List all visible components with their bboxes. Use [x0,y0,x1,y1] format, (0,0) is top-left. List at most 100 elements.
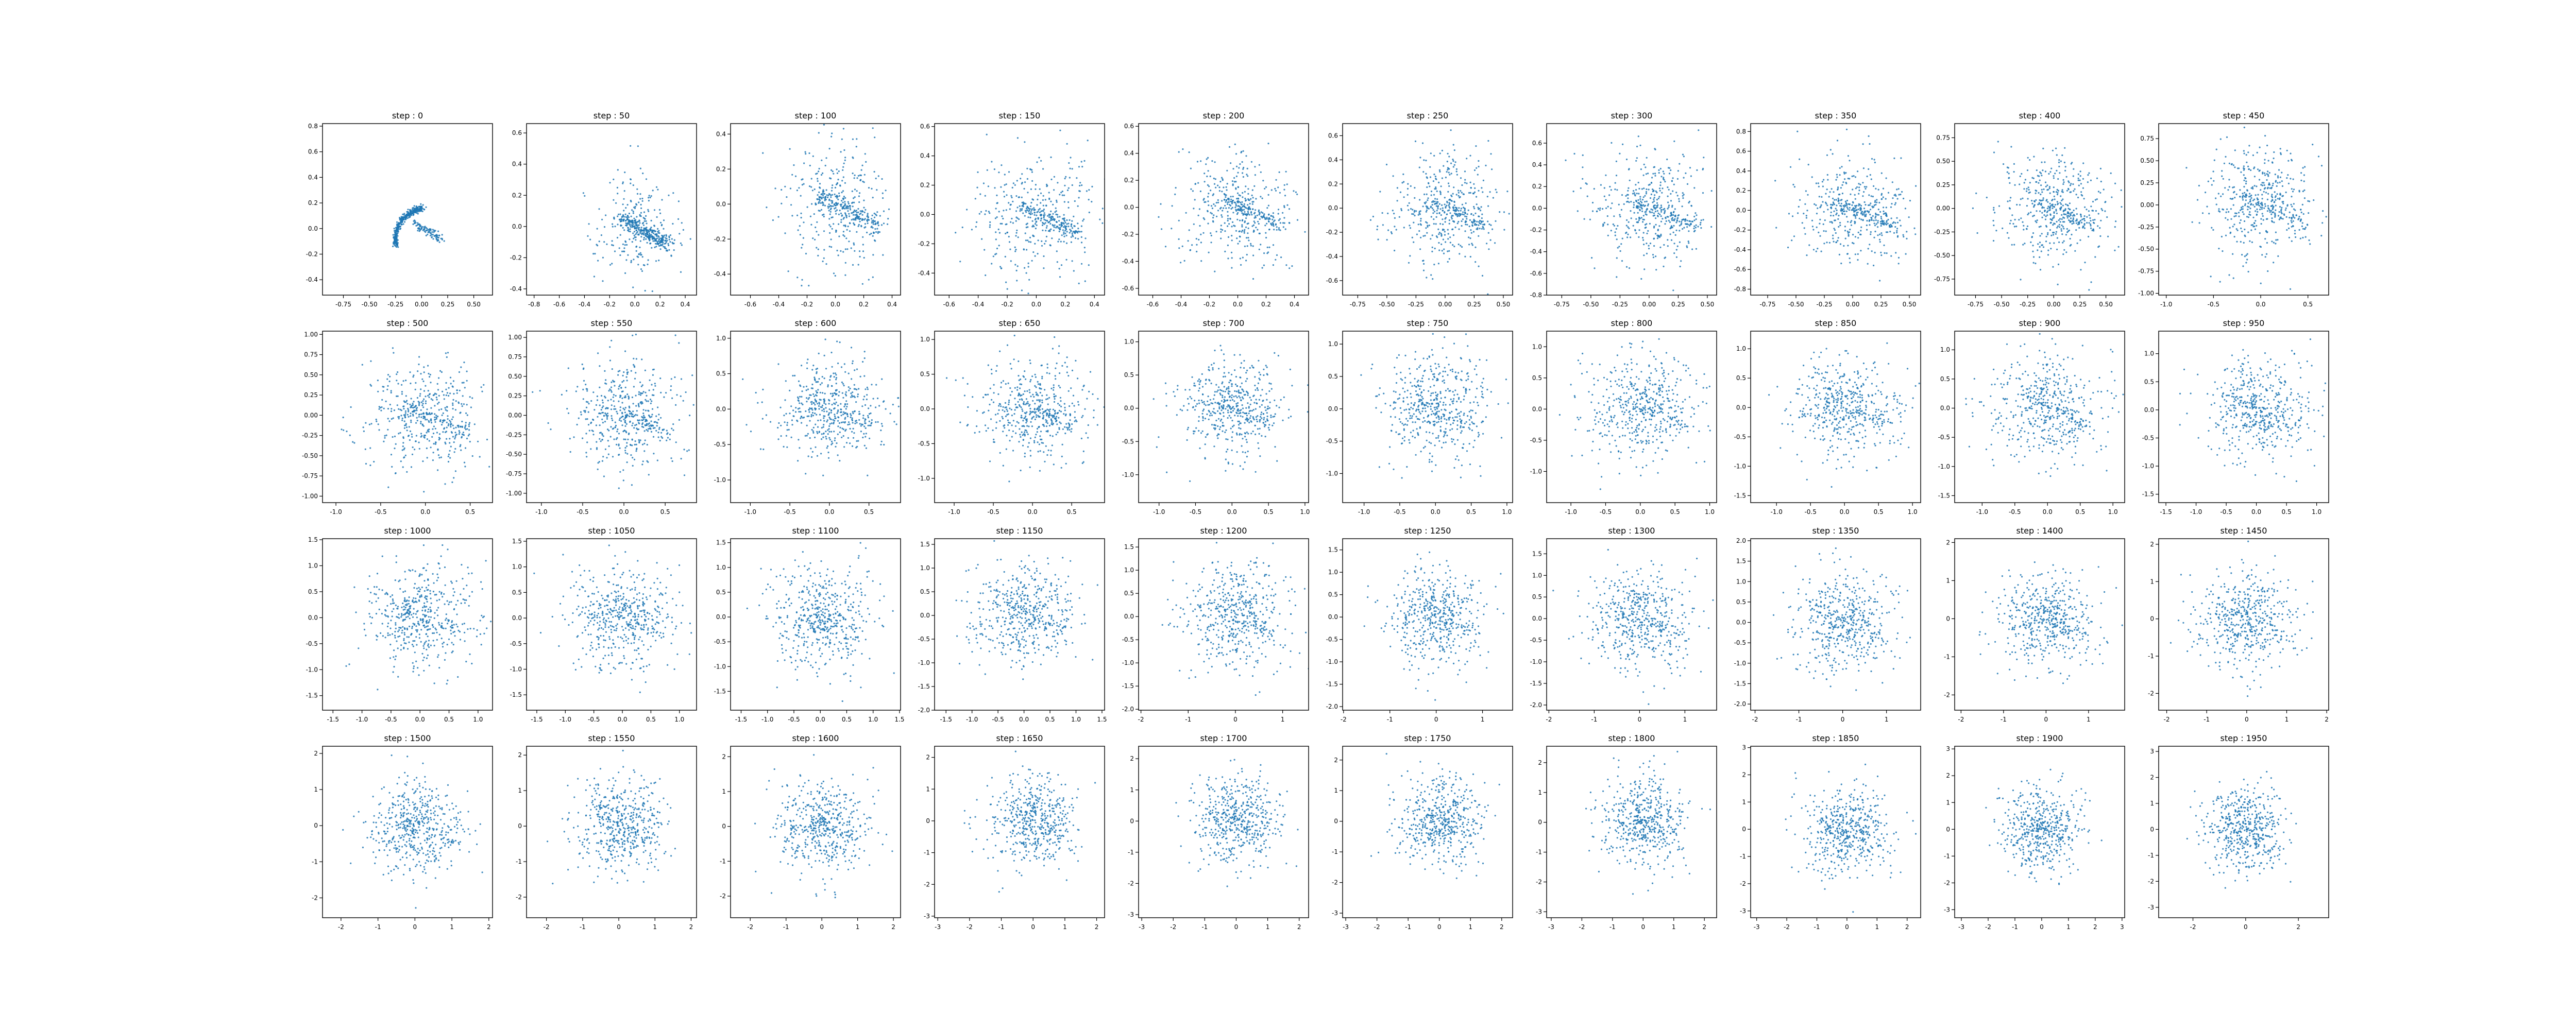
data-point [1052,213,1054,215]
data-point [808,285,810,287]
data-point [2052,224,2054,226]
data-point [623,247,625,249]
data-point [1646,200,1648,202]
data-point [1658,196,1660,198]
data-point [1668,204,1670,207]
data-point [1452,234,1454,236]
data-point [791,174,793,176]
data-point [1654,208,1656,210]
data-point [1273,216,1275,218]
y-tick-label: 0.0 [716,200,726,208]
data-point [859,220,861,222]
data-point [1668,173,1671,175]
data-point [1208,251,1210,253]
data-point [1600,184,1602,186]
data-point [875,213,877,215]
data-point [1470,232,1472,234]
data-point [1682,153,1684,156]
data-point [1673,252,1675,254]
data-point [1254,166,1256,168]
data-point [1048,216,1050,218]
data-point [1260,244,1262,246]
data-point [822,189,824,191]
data-point [1061,194,1063,196]
data-point [2285,216,2287,218]
data-point [837,90,839,91]
data-point [1836,140,1839,142]
data-point [2102,209,2104,211]
data-point [806,206,808,208]
data-point [1264,217,1266,219]
x-tick-label: -0.50 [1788,301,1804,308]
data-point [624,272,626,274]
data-point [1468,244,1470,246]
data-point [1069,167,1071,169]
data-point [1232,196,1234,198]
data-point [1241,219,1243,222]
data-point [2036,210,2038,212]
data-point [1854,205,1856,207]
data-point [1243,205,1245,207]
data-point [2041,175,2043,177]
data-point [1422,205,1424,208]
data-point [2243,152,2245,154]
data-point [1071,220,1073,222]
data-point [593,276,595,278]
y-tick-label: 0.6 [308,148,318,156]
data-point [1070,157,1072,159]
data-point [2308,239,2310,242]
data-point [842,231,844,233]
data-point [1634,194,1636,196]
data-point [1469,219,1471,221]
data-point [1475,224,1477,226]
data-point [1675,249,1677,251]
data-point [1659,213,1661,215]
data-point [2061,189,2063,191]
data-point [2079,179,2081,181]
data-point [867,214,869,216]
data-point [1884,252,1886,254]
data-point [2056,194,2059,196]
data-point [662,242,664,244]
data-point [1274,219,1276,221]
data-point [1030,188,1032,190]
data-point [423,226,425,228]
data-point [1008,235,1010,238]
data-point [1063,194,1065,196]
data-point [1665,217,1667,219]
data-point [1454,212,1456,214]
data-point [858,195,860,197]
data-point [1435,186,1437,188]
data-point [2032,232,2035,234]
data-point [2026,188,2028,190]
data-point [1651,211,1653,213]
data-point [829,211,832,213]
data-point [1849,160,1851,162]
data-point [1646,157,1648,159]
x-tick-label: -0.2 [604,301,616,308]
data-point [882,254,884,256]
data-point [1863,186,1866,188]
data-point [1421,142,1424,144]
data-point [2058,161,2060,163]
data-point [1253,185,1256,187]
data-point [1866,175,1868,178]
data-point [1667,186,1669,188]
data-point [860,169,862,171]
data-point [1444,203,1446,205]
data-point [1226,169,1228,171]
data-point [1244,207,1246,209]
data-point [431,236,433,238]
data-point [2090,205,2092,208]
data-point [1246,245,1248,247]
data-point [417,224,419,226]
data-point [1251,201,1253,203]
data-point [1067,222,1070,225]
data-point [1908,216,1910,218]
data-point [1636,193,1638,195]
data-point [1241,151,1243,153]
data-point [1436,190,1438,192]
data-point [863,207,865,209]
data-point [1481,228,1483,230]
data-point [1239,219,1241,221]
